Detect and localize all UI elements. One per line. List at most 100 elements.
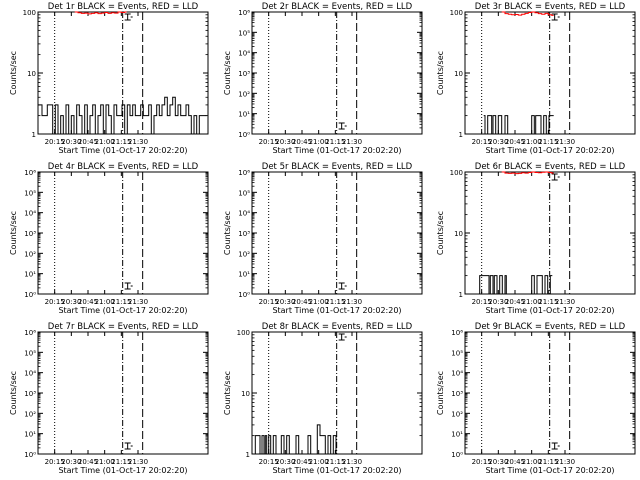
detector-panel-9: Det 9r BLACK = Events, RED = LLD 10⁰ 10¹ 10… bbox=[436, 322, 636, 475]
error-bar-marker bbox=[338, 122, 347, 130]
x-tick-label: 20:30 bbox=[488, 458, 508, 466]
y-tick-label: 100 bbox=[450, 9, 463, 17]
y-tick-label: 10⁰ bbox=[451, 451, 463, 459]
x-tick-label: 21:15 bbox=[538, 458, 558, 466]
y-axis-label: Counts/sec bbox=[9, 211, 18, 255]
events-series-line bbox=[38, 96, 207, 135]
x-tick-label: 21:30 bbox=[555, 458, 575, 466]
error-bar-marker bbox=[338, 282, 347, 290]
detector-panel-5: Det 5r BLACK = Events, RED = LLD 10⁰ 10¹ 10… bbox=[223, 162, 423, 315]
x-tick-label: 20:15 bbox=[45, 458, 65, 466]
y-tick-label: 10⁵ bbox=[238, 29, 250, 37]
y-tick-label: 10⁶ bbox=[24, 169, 36, 177]
x-tick-label: 20:15 bbox=[472, 458, 492, 466]
y-tick-label: 10 bbox=[454, 70, 463, 78]
y-axis-label: Counts/sec bbox=[223, 51, 232, 95]
x-tick-label: 21:15 bbox=[325, 138, 345, 146]
x-tick-label: 20:30 bbox=[275, 458, 295, 466]
y-axis-label: Counts/sec bbox=[223, 211, 232, 255]
y-tick-label: 10⁴ bbox=[238, 50, 250, 58]
panel-title: Det 4r BLACK = Events, RED = LLD bbox=[48, 162, 199, 172]
x-tick-label: 21:00 bbox=[95, 458, 115, 466]
y-tick-label: 10⁵ bbox=[24, 349, 36, 357]
error-bar-marker bbox=[124, 442, 133, 450]
y-tick-label: 10² bbox=[238, 90, 250, 98]
x-tick-label: 21:00 bbox=[522, 458, 542, 466]
panel-title: Det 6r BLACK = Events, RED = LLD bbox=[475, 162, 626, 172]
x-tick-label: 21:00 bbox=[309, 298, 329, 306]
y-tick-label: 10⁶ bbox=[24, 329, 36, 337]
y-axis-label: Counts/sec bbox=[436, 51, 445, 95]
y-tick-label: 10³ bbox=[24, 230, 36, 238]
y-tick-label: 10² bbox=[24, 410, 36, 418]
panel-title: Det 9r BLACK = Events, RED = LLD bbox=[475, 322, 626, 332]
x-tick-label: 20:45 bbox=[505, 298, 525, 306]
y-tick-label: 100 bbox=[237, 329, 250, 337]
y-tick-label: 1 bbox=[32, 131, 36, 139]
x-tick-label: 21:30 bbox=[128, 138, 148, 146]
y-tick-label: 10⁰ bbox=[24, 291, 36, 299]
y-tick-label: 1 bbox=[459, 131, 463, 139]
y-tick-label: 100 bbox=[23, 9, 36, 17]
detector-panel-1: Det 1r BLACK = Events, RED = LLD 1 10 100 20… bbox=[9, 2, 209, 155]
x-tick-label: 20:30 bbox=[488, 138, 508, 146]
detector-panel-4: Det 4r BLACK = Events, RED = LLD 10⁰ 10¹ 10… bbox=[9, 162, 209, 315]
x-axis-label: Start Time (01-Oct-17 20:02:20) bbox=[485, 306, 614, 315]
y-tick-label: 100 bbox=[450, 169, 463, 177]
x-tick-label: 21:00 bbox=[522, 298, 542, 306]
y-tick-label: 10⁰ bbox=[24, 451, 36, 459]
x-tick-label: 21:15 bbox=[325, 458, 345, 466]
panel-title: Det 1r BLACK = Events, RED = LLD bbox=[48, 2, 199, 12]
x-tick-label: 20:15 bbox=[45, 138, 65, 146]
x-tick-label: 20:15 bbox=[259, 458, 279, 466]
y-tick-label: 10⁴ bbox=[238, 210, 250, 218]
panel-title: Det 8r BLACK = Events, RED = LLD bbox=[262, 322, 413, 332]
x-tick-label: 21:15 bbox=[111, 458, 131, 466]
y-tick-label: 10³ bbox=[24, 390, 36, 398]
x-tick-label: 21:15 bbox=[325, 298, 345, 306]
y-axis-label: Counts/sec bbox=[9, 371, 18, 415]
detector-panel-7: Det 7r BLACK = Events, RED = LLD 10⁰ 10¹ 10… bbox=[9, 322, 209, 475]
y-axis-label: Counts/sec bbox=[436, 211, 445, 255]
panel-title: Det 7r BLACK = Events, RED = LLD bbox=[48, 322, 199, 332]
x-tick-label: 20:15 bbox=[259, 298, 279, 306]
x-tick-label: 21:30 bbox=[555, 298, 575, 306]
y-tick-label: 10³ bbox=[451, 390, 463, 398]
lld-series-line bbox=[74, 11, 127, 15]
error-bar-marker bbox=[338, 333, 347, 341]
x-tick-label: 20:30 bbox=[488, 298, 508, 306]
y-tick-label: 10³ bbox=[238, 70, 250, 78]
y-tick-label: 10⁴ bbox=[24, 370, 36, 378]
y-tick-label: 10⁰ bbox=[238, 131, 250, 139]
detector-panel-6: Det 6r BLACK = Events, RED = LLD 1 10 100 20… bbox=[436, 162, 636, 315]
x-tick-label: 21:00 bbox=[95, 138, 115, 146]
y-tick-label: 10⁶ bbox=[238, 9, 250, 17]
x-axis-label: Start Time (01-Oct-17 20:02:20) bbox=[485, 146, 614, 155]
y-tick-label: 10 bbox=[454, 230, 463, 238]
panel-title: Det 2r BLACK = Events, RED = LLD bbox=[262, 2, 413, 12]
x-tick-label: 20:45 bbox=[78, 298, 98, 306]
error-bar-marker bbox=[124, 13, 133, 21]
x-tick-label: 20:45 bbox=[292, 298, 312, 306]
x-tick-label: 20:45 bbox=[505, 458, 525, 466]
panel-title: Det 5r BLACK = Events, RED = LLD bbox=[262, 162, 413, 172]
y-tick-label: 10² bbox=[238, 250, 250, 258]
x-tick-label: 20:45 bbox=[505, 138, 525, 146]
x-tick-label: 20:30 bbox=[61, 298, 81, 306]
x-tick-label: 20:30 bbox=[61, 138, 81, 146]
x-tick-label: 21:30 bbox=[128, 298, 148, 306]
x-tick-label: 21:15 bbox=[538, 298, 558, 306]
detector-panel-2: Det 2r BLACK = Events, RED = LLD 10⁰ 10¹ 10… bbox=[223, 2, 423, 155]
x-axis-label: Start Time (01-Oct-17 20:02:20) bbox=[272, 146, 401, 155]
x-tick-label: 21:15 bbox=[538, 138, 558, 146]
x-axis-label: Start Time (01-Oct-17 20:02:20) bbox=[485, 466, 614, 475]
x-tick-label: 20:30 bbox=[275, 138, 295, 146]
x-axis-label: Start Time (01-Oct-17 20:02:20) bbox=[272, 306, 401, 315]
error-bar-marker bbox=[124, 282, 133, 290]
events-series-line bbox=[252, 424, 338, 455]
x-tick-label: 20:30 bbox=[275, 298, 295, 306]
y-tick-label: 10¹ bbox=[238, 271, 250, 279]
y-tick-label: 10¹ bbox=[24, 271, 36, 279]
y-tick-label: 10⁵ bbox=[451, 349, 463, 357]
